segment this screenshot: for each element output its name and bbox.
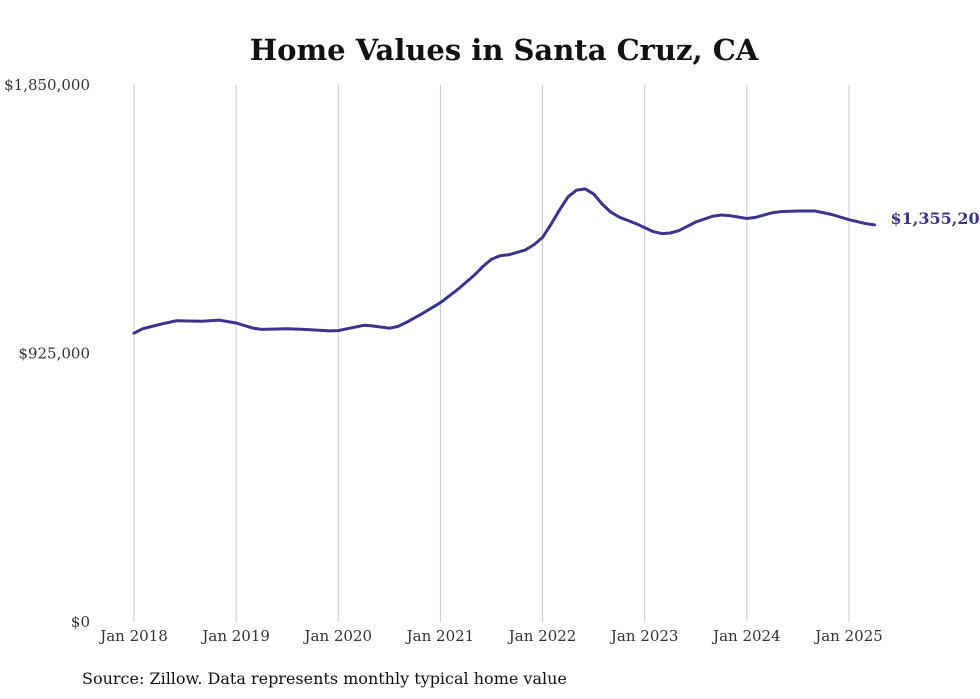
end-value-label: $1,355,200 xyxy=(891,209,980,228)
x-tick-label: Jan 2019 xyxy=(200,627,270,645)
x-axis-tick-labels: Jan 2018 Jan 2019 Jan 2020 Jan 2021 Jan 2022… xyxy=(98,627,883,645)
source-note: Source: Zillow. Data represents monthly … xyxy=(82,669,567,688)
y-tick-label: $0 xyxy=(71,613,90,631)
x-tick-label: Jan 2023 xyxy=(609,627,679,645)
x-tick-label: Jan 2025 xyxy=(813,627,883,645)
x-tick-label: Jan 2024 xyxy=(711,627,781,645)
x-tick-label: Jan 2021 xyxy=(405,627,475,645)
y-tick-label: $1,850,000 xyxy=(4,76,90,94)
chart-title: Home Values in Santa Cruz, CA xyxy=(250,33,759,67)
series-layer xyxy=(132,187,876,335)
x-tick-label: Jan 2022 xyxy=(507,627,577,645)
y-axis-tick-labels: $0 $925,000 $1,850,000 xyxy=(4,76,90,631)
gridlines xyxy=(133,85,850,622)
y-tick-label: $925,000 xyxy=(18,345,90,363)
x-tick-label: Jan 2020 xyxy=(303,627,373,645)
x-tick-label: Jan 2018 xyxy=(98,627,168,645)
series-line xyxy=(132,187,876,335)
